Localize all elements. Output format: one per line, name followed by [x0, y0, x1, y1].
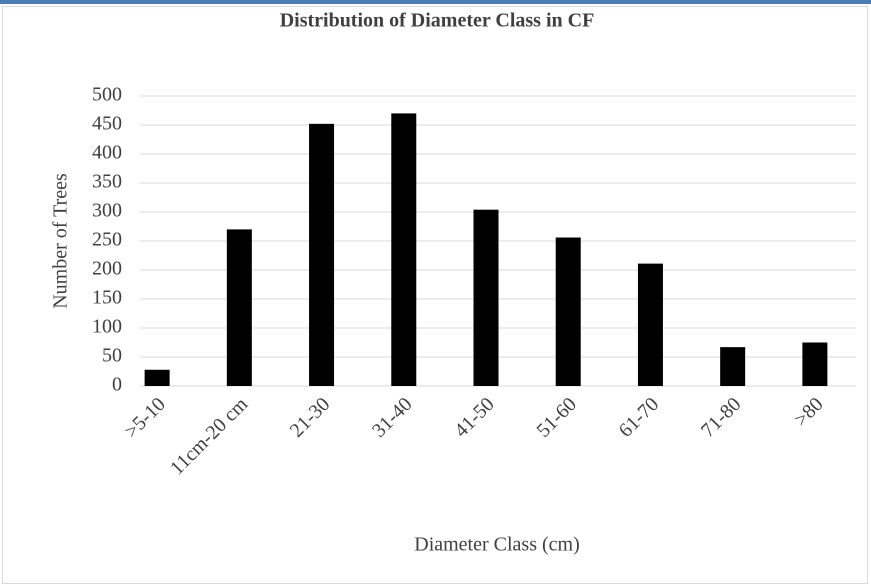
y-tick-label: 200: [92, 258, 122, 280]
y-tick-label: 400: [92, 142, 122, 164]
y-tick-label: 50: [102, 345, 122, 367]
bar: [802, 342, 828, 386]
y-tick-label: 300: [92, 200, 122, 222]
x-axis-title: Diameter Class (cm): [414, 534, 580, 556]
bar: [391, 113, 417, 387]
bar: [144, 369, 170, 386]
top-border: [0, 0, 871, 4]
y-axis-title: Number of Trees: [50, 173, 72, 309]
bar: [309, 123, 335, 386]
chart-title: Distribution of Diameter Class in CF: [280, 10, 595, 32]
bar: [637, 263, 663, 386]
y-tick-label: 100: [92, 316, 122, 338]
bar: [226, 229, 252, 386]
y-tick-label: 250: [92, 229, 122, 251]
chart-frame: [2, 6, 868, 584]
y-tick-label: 150: [92, 287, 122, 309]
bar: [473, 209, 499, 386]
y-tick-label: 350: [92, 171, 122, 193]
y-tick-label: 450: [92, 113, 122, 135]
bar: [555, 237, 581, 386]
bar: [720, 347, 746, 386]
y-tick-label: 0: [112, 374, 122, 396]
y-tick-label: 500: [92, 84, 122, 106]
